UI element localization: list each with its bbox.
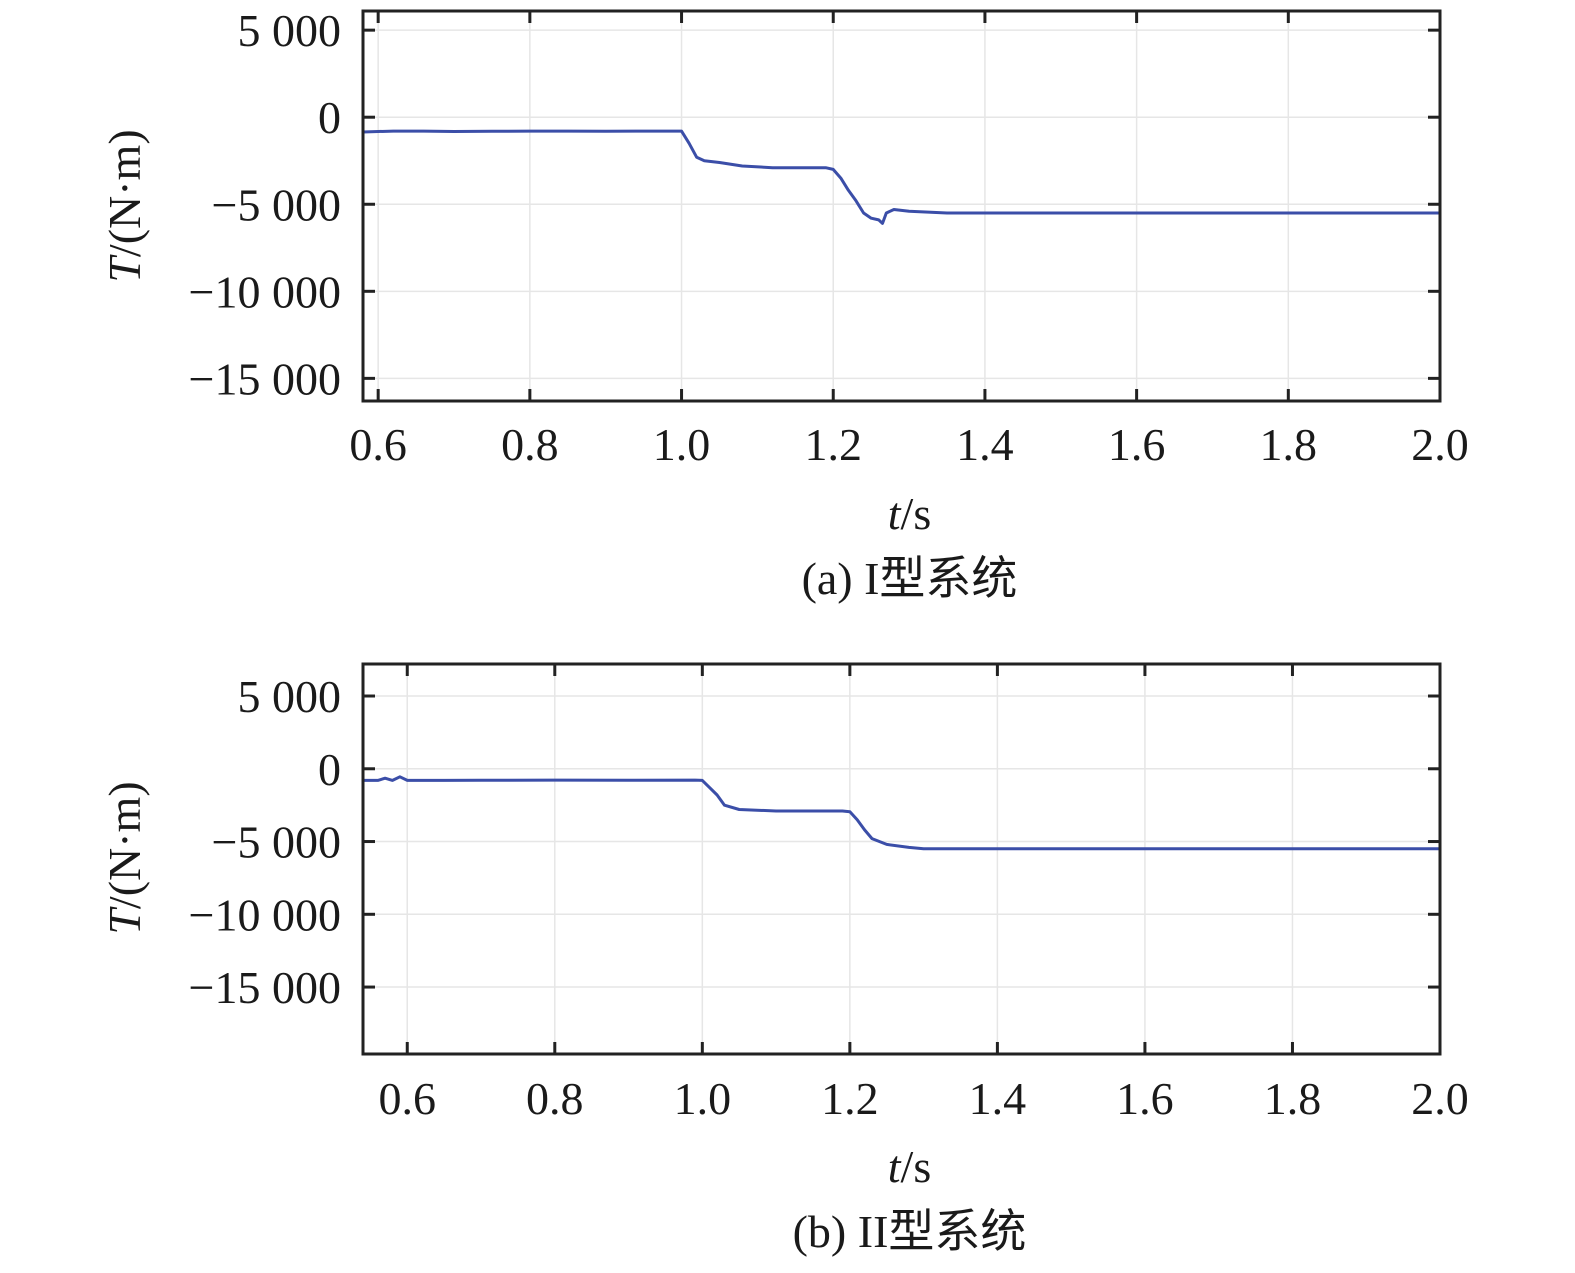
y-tick-label: −5 000 [212,179,341,230]
y-tick-label: 5 000 [238,671,342,722]
y-tick-label: −15 000 [189,353,341,404]
y-axis-title: T/(N·m) [99,781,150,934]
x-tick-label: 1.8 [1264,1073,1322,1124]
y-tick-label: −5 000 [212,817,341,868]
x-tick-label: 1.8 [1260,419,1318,470]
chart-panel-a: 0.6 0.8 1.0 1.2 1.4 1.6 1.8 2.0 5 000 0 −5 000 −10 … [99,5,1469,604]
y-tick-label: 5 000 [238,5,342,56]
data-series-line [362,129,1440,225]
x-tick-label: 0.8 [501,419,559,470]
y-tick-label: 0 [318,92,341,143]
panel-caption: (a) I型系统 [802,553,1018,604]
x-tick-label: 1.6 [1108,419,1166,470]
x-tick-label: 2.0 [1411,1073,1469,1124]
chart-panel-b: 0.6 0.8 1.0 1.2 1.4 1.6 1.8 2.0 5 000 0 −5 000 −10 … [99,662,1469,1257]
y-tick-label: −15 000 [189,962,341,1013]
plot-frame [361,662,1442,1056]
x-tick-label: 1.2 [804,419,862,470]
plot-frame [361,9,1442,403]
y-tick-label: −10 000 [189,889,341,940]
x-tick-label: 1.6 [1116,1073,1174,1124]
y-tick-label: 0 [318,744,341,795]
x-tick-label: 0.8 [526,1073,584,1124]
x-axis-title: t/s [888,1141,931,1192]
x-tick-label: 1.0 [653,419,711,470]
x-tick-label: 1.4 [969,1073,1027,1124]
y-axis-title: T/(N·m) [99,129,150,282]
x-tick-label: 2.0 [1411,419,1469,470]
x-tick-label: 0.6 [349,419,407,470]
x-tick-label: 0.6 [379,1073,437,1124]
y-tick-label: −10 000 [189,266,341,317]
data-series-line [363,775,1440,851]
x-tick-label: 1.4 [956,419,1014,470]
x-tick-label: 1.0 [674,1073,732,1124]
x-tick-label: 1.2 [821,1073,879,1124]
x-axis-title: t/s [888,488,931,539]
panel-caption: (b) II型系统 [793,1206,1027,1257]
